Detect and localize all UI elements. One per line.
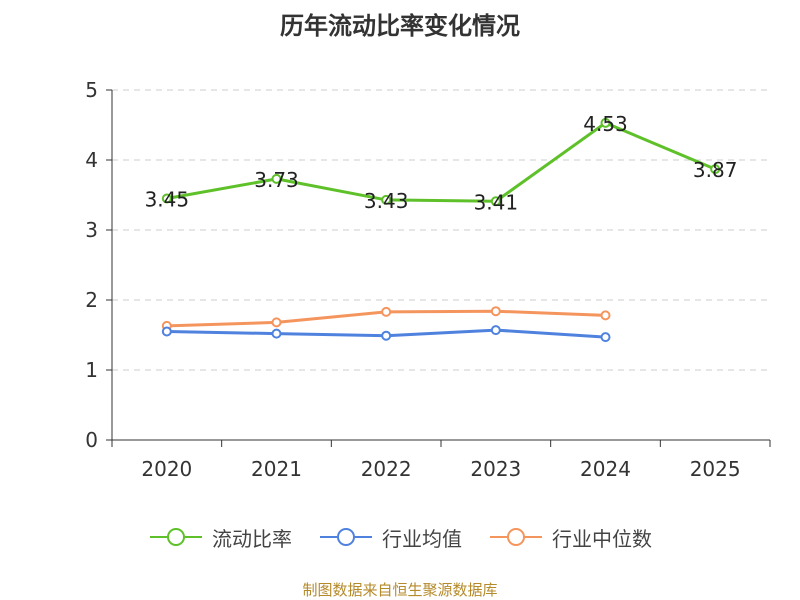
y-tick-label: 0 xyxy=(85,428,98,452)
legend-line-circle-icon xyxy=(150,528,202,546)
data-point[interactable] xyxy=(271,317,282,328)
data-point[interactable] xyxy=(161,326,172,337)
legend-line-circle-icon xyxy=(490,528,542,546)
data-label: 4.53 xyxy=(583,112,628,136)
x-tick-label: 2022 xyxy=(361,457,412,481)
data-point[interactable] xyxy=(381,306,392,317)
data-point[interactable] xyxy=(490,196,501,207)
y-tick-label: 1 xyxy=(85,358,98,382)
data-point[interactable] xyxy=(490,325,501,336)
data-point[interactable] xyxy=(271,328,282,339)
series-line xyxy=(166,121,716,203)
x-tick-label: 2024 xyxy=(580,457,631,481)
legend: 流动比率 行业均值 行业中位数 xyxy=(0,520,800,554)
data-label: 3.73 xyxy=(254,168,299,192)
data-point[interactable] xyxy=(600,117,611,128)
legend-item-current-ratio[interactable]: 流动比率 xyxy=(148,523,292,552)
data-point[interactable] xyxy=(710,164,721,175)
x-tick-label: 2025 xyxy=(690,457,741,481)
legend-label: 流动比率 xyxy=(212,526,292,551)
y-tick-label: 2 xyxy=(85,288,98,312)
data-point[interactable] xyxy=(600,310,611,321)
data-label: 3.43 xyxy=(364,189,409,213)
data-label: 3.45 xyxy=(145,188,190,212)
data-point[interactable] xyxy=(381,194,392,205)
data-point[interactable] xyxy=(381,330,392,341)
source-footnote: 制图数据来自恒生聚源数据库 xyxy=(302,581,498,599)
series-layer xyxy=(161,117,721,343)
grid-layer xyxy=(112,89,770,371)
data-point[interactable] xyxy=(490,306,501,317)
x-tick-label: 2021 xyxy=(251,457,302,481)
y-tick-label: 4 xyxy=(85,148,98,172)
legend-label: 行业均值 xyxy=(382,526,462,551)
legend-label: 行业中位数 xyxy=(552,526,652,551)
data-point[interactable] xyxy=(600,332,611,343)
y-tick-label: 5 xyxy=(85,78,98,102)
x-tick-label: 2023 xyxy=(470,457,521,481)
legend-item-industry-mean[interactable]: 行业均值 xyxy=(318,523,462,552)
data-point[interactable] xyxy=(161,193,172,204)
data-label: 3.87 xyxy=(693,158,738,182)
legend-line-circle-icon xyxy=(320,528,372,546)
chart-title: 历年流动比率变化情况 xyxy=(280,12,520,40)
x-tick-label: 2020 xyxy=(141,457,192,481)
data-label: 3.41 xyxy=(474,190,519,214)
data-label-layer: 3.45 3.73 3.43 3.41 4.53 3.87 xyxy=(145,112,738,214)
legend-item-industry-median[interactable]: 行业中位数 xyxy=(488,523,652,552)
data-point[interactable] xyxy=(271,173,282,184)
axis-layer: 0 1 2 3 4 5 2020 2021 2022 2023 2024 2025 xyxy=(85,78,771,481)
y-tick-label: 3 xyxy=(85,218,98,242)
